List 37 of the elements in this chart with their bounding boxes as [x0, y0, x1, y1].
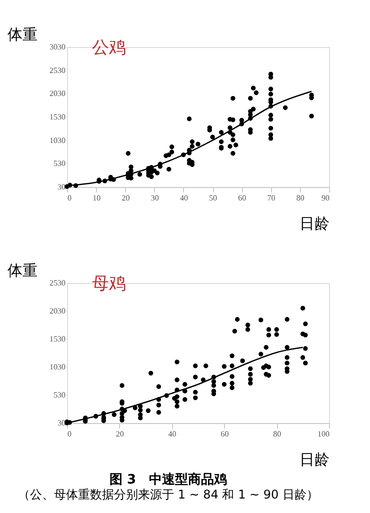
y-tick-label: 1530: [50, 112, 66, 122]
y-tick-label: 1030: [50, 136, 66, 145]
x-tick-label: 0: [68, 194, 72, 202]
y-axis-title: 体重: [8, 262, 38, 280]
y-tick-label: 2530: [50, 66, 66, 75]
y-tick-label: 2030: [50, 89, 66, 98]
x-tick-label: 60: [220, 430, 229, 438]
chart-title: 母鸡: [92, 274, 126, 294]
y-tick-label: 530: [54, 390, 66, 400]
y-tick-label: 2030: [50, 306, 66, 316]
y-tick-label: 30: [58, 182, 66, 192]
y-axis-title: 体重: [8, 26, 38, 44]
x-tick-label: 100: [318, 430, 330, 438]
y-tick-label: 1030: [50, 362, 66, 372]
x-tick-label: 70: [267, 194, 276, 202]
y-tick-label: 3030: [50, 42, 66, 52]
x-tick-label: 60: [238, 194, 246, 202]
x-tick-label: 50: [209, 194, 218, 202]
x-tick-label: 20: [122, 194, 130, 202]
x-tick-label: 90: [322, 194, 330, 202]
y-tick-label: 30: [58, 418, 66, 428]
x-tick-label: 20: [116, 430, 124, 438]
x-axis-title: 日龄: [300, 450, 330, 468]
x-tick-label: 0: [68, 430, 72, 438]
x-tick-label: 40: [180, 194, 188, 202]
x-tick-label: 80: [273, 430, 282, 438]
y-tick-label: 530: [54, 159, 66, 168]
chart-title: 公鸡: [92, 38, 126, 58]
x-axis-title: 日龄: [300, 214, 330, 232]
y-tick-label: 1530: [50, 334, 66, 344]
x-tick-label: 80: [296, 194, 304, 202]
x-tick-label: 30: [150, 194, 159, 202]
x-tick-label: 10: [92, 194, 101, 202]
y-tick-label: 2530: [50, 278, 66, 288]
text: （公、母体重数据分别来源于 1 ~ 84 和 1 ~ 90 日龄）: [18, 488, 318, 502]
x-tick-label: 40: [168, 430, 176, 438]
caption: 图 3 中速型商品鸡: [109, 472, 228, 488]
